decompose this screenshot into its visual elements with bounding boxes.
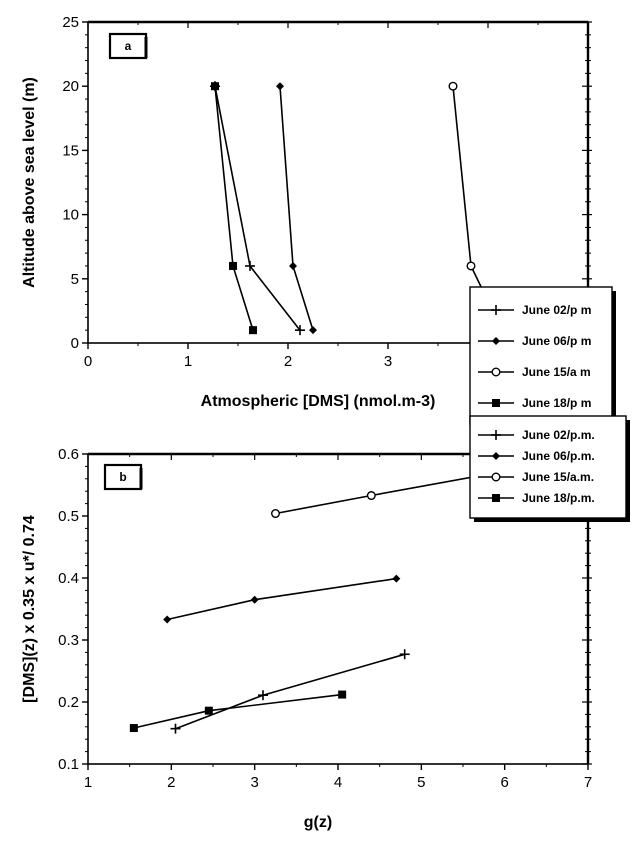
y-tick-label: 0.2 — [58, 694, 79, 711]
data-point-series-4 — [211, 82, 219, 91]
y-axis-label: Altitude above sea level (m) — [21, 77, 38, 288]
x-tick-label: 3 — [384, 353, 392, 370]
legend-entry-3: June 15/a m — [522, 365, 591, 379]
legend-marker-3 — [491, 367, 501, 377]
data-point-series-3 — [271, 509, 281, 519]
x-tick-label: 5 — [417, 774, 425, 791]
data-point-series-2 — [250, 595, 259, 604]
legend-marker-1 — [491, 430, 501, 440]
x-tick-label: 3 — [250, 774, 258, 791]
data-point-series-1 — [295, 325, 305, 336]
panel-tag-box — [108, 32, 148, 60]
y-tick-label: 10 — [62, 207, 79, 224]
data-point-series-3 — [466, 261, 476, 271]
data-point-series-2 — [163, 615, 172, 624]
legend-marker-2 — [492, 337, 500, 345]
legend-entry-4: June 18/p m — [522, 396, 591, 410]
data-point-series-1 — [258, 690, 268, 701]
y-tick-label: 5 — [71, 271, 79, 288]
x-tick-label: 0 — [84, 353, 92, 370]
data-point-series-1 — [170, 723, 181, 734]
y-axis-label: [DMS](z) x 0.35 x u*/ 0.74 — [21, 515, 38, 703]
data-point-series-2 — [309, 326, 317, 335]
legend-entry-1: June 02/p m — [522, 303, 591, 317]
y-tick-label: 0.4 — [58, 570, 79, 587]
legend-entry-1: June 02/p.m. — [522, 428, 595, 442]
panel-b-chart: 1 2 3 4 5 6 7 0.1 0.2 0.3 0.4 0.5 0.6 g(z) [DMS](z) x … — [21, 415, 630, 831]
panel-tag-label: a — [125, 39, 132, 53]
legend-marker-4 — [492, 494, 500, 502]
x-tick-label: 6 — [500, 774, 508, 791]
data-point-series-4 — [229, 261, 237, 270]
data-point-series-4 — [129, 724, 138, 733]
y-tick-label: 0.1 — [58, 756, 79, 773]
y-tick-label: 20 — [62, 78, 79, 95]
y-tick-label: 0.5 — [58, 508, 79, 525]
legend-marker-3 — [491, 472, 501, 482]
x-tick-label: 1 — [184, 353, 192, 370]
data-point-series-4 — [338, 690, 347, 699]
data-point-series-3 — [448, 81, 458, 91]
data-point-series-4 — [249, 326, 257, 335]
data-point-series-1 — [245, 260, 255, 271]
data-point-series-3 — [366, 491, 376, 501]
series-line-4 — [214, 86, 254, 331]
series-line-1 — [175, 653, 405, 730]
series-line-2 — [167, 577, 397, 621]
panel-a-chart: 0123450510152025Atmospheric [DMS] (nmol.… — [21, 14, 616, 428]
panel-tag-label: b — [119, 470, 126, 484]
y-tick-label: 0 — [71, 335, 79, 352]
y-tick-label: 0.3 — [58, 632, 79, 649]
legend-entry-2: June 06/p.m. — [522, 449, 595, 463]
x-tick-label: 2 — [284, 353, 292, 370]
legend-entry-4: June 18/p.m. — [522, 491, 595, 505]
legend-marker-2 — [492, 452, 500, 460]
y-tick-label: 25 — [62, 14, 79, 31]
series-line-2 — [279, 86, 314, 331]
x-axis-label: g(z) — [304, 814, 332, 831]
data-point-series-2 — [289, 261, 297, 270]
series-line-4 — [133, 693, 343, 729]
panel-tag-box — [103, 463, 143, 491]
legend-marker-4 — [492, 399, 500, 407]
x-tick-label: 4 — [334, 774, 342, 791]
x-axis-label: Atmospheric [DMS] (nmol.m-3) — [201, 393, 436, 410]
legend-entry-3: June 15/a.m. — [522, 470, 594, 484]
data-point-series-2 — [392, 574, 401, 583]
data-point-series-4 — [204, 706, 213, 715]
legend-marker-1 — [491, 305, 501, 315]
data-point-series-1 — [399, 649, 410, 660]
y-tick-label: 15 — [62, 142, 79, 159]
data-point-series-2 — [276, 82, 284, 91]
x-tick-label: 7 — [584, 774, 592, 791]
x-tick-label: 2 — [167, 774, 175, 791]
y-tick-label: 0.6 — [58, 446, 79, 463]
x-tick-label: 1 — [84, 774, 92, 791]
legend-entry-2: June 06/p m — [522, 334, 591, 348]
